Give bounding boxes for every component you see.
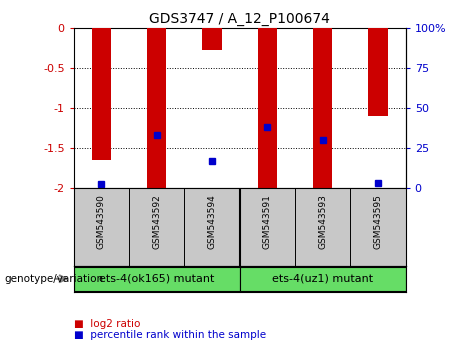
- Text: GSM543594: GSM543594: [207, 194, 217, 249]
- Bar: [202, 28, 222, 50]
- Bar: [92, 28, 111, 160]
- Bar: [368, 28, 388, 116]
- Bar: [258, 28, 277, 188]
- Bar: [313, 28, 332, 188]
- Title: GDS3747 / A_12_P100674: GDS3747 / A_12_P100674: [149, 12, 330, 26]
- Bar: [74, 267, 240, 291]
- Text: GSM543592: GSM543592: [152, 194, 161, 249]
- Text: GSM543590: GSM543590: [97, 194, 106, 249]
- Text: ets-4(ok165) mutant: ets-4(ok165) mutant: [99, 273, 214, 283]
- Bar: [240, 267, 406, 291]
- Text: GSM543591: GSM543591: [263, 194, 272, 249]
- Text: GSM543595: GSM543595: [373, 194, 383, 249]
- Bar: [147, 28, 166, 188]
- Text: genotype/variation: genotype/variation: [5, 274, 104, 284]
- Text: ets-4(uz1) mutant: ets-4(uz1) mutant: [272, 273, 373, 283]
- Text: GSM543593: GSM543593: [318, 194, 327, 249]
- Text: ■  log2 ratio: ■ log2 ratio: [74, 319, 140, 329]
- Text: ■  percentile rank within the sample: ■ percentile rank within the sample: [74, 330, 266, 339]
